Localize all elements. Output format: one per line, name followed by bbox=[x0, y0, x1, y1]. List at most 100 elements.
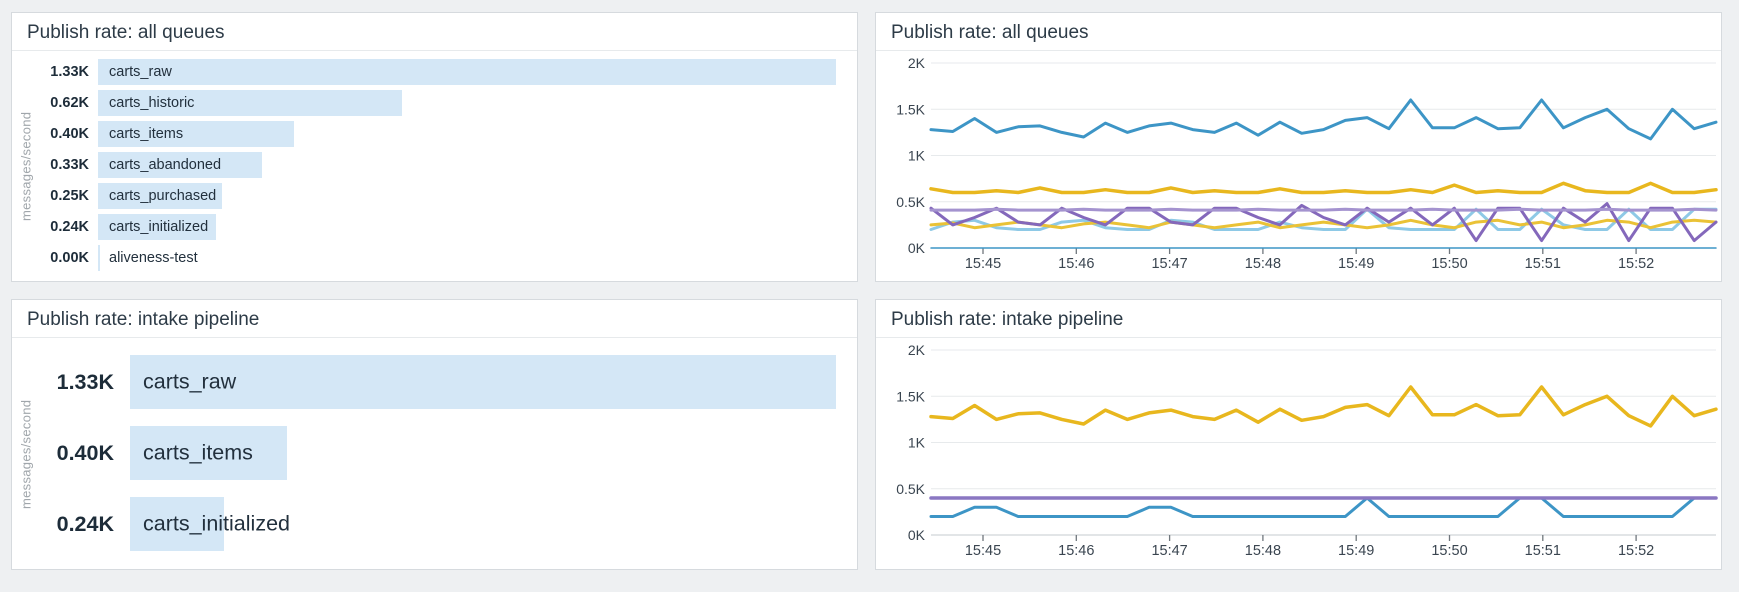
bar-track: carts_items bbox=[98, 121, 836, 147]
bar bbox=[98, 90, 403, 116]
bar-label: carts_items bbox=[109, 126, 184, 142]
bar-chart-all-queues: messages/second 1.33K carts_raw 0.62K carts… bbox=[12, 52, 857, 281]
bar bbox=[130, 497, 224, 551]
x-axis-tick-label: 15:45 bbox=[965, 256, 1001, 272]
timeseries-chart[interactable]: 0K 0.5K 1K 1.5K 2K 15:45 15:46 15:47 15:48 15:49 1… bbox=[876, 339, 1723, 571]
y-axis-tick-label: 1K bbox=[908, 435, 926, 451]
series-line-carts_items bbox=[929, 207, 1718, 212]
bar-value: 0.00K bbox=[50, 250, 89, 266]
series-line-carts_raw bbox=[929, 385, 1718, 428]
bar-track: carts_purchased bbox=[98, 183, 836, 209]
bar-row: 1.33K carts_raw bbox=[40, 355, 836, 409]
x-axis-tick-label: 15:49 bbox=[1338, 543, 1374, 559]
timeseries-chart[interactable]: 0K 0.5K 1K 1.5K 2K 15:45 15:46 15:47 15:48 15:49 1… bbox=[876, 52, 1723, 284]
bar-track: aliveness-test bbox=[98, 245, 836, 271]
bar-track: carts_historic bbox=[98, 90, 836, 116]
x-axis-tick-label: 15:48 bbox=[1245, 543, 1281, 559]
bar-value: 0.24K bbox=[50, 219, 89, 235]
panel-bar-all-queues: Publish rate: all queues messages/second… bbox=[11, 12, 858, 282]
x-axis-tick-label: 15:52 bbox=[1618, 543, 1654, 559]
bar-track: carts_initialized bbox=[98, 214, 836, 240]
series-line-carts_raw bbox=[929, 98, 1718, 141]
bar-track: carts_abandoned bbox=[98, 152, 836, 178]
bar-value: 0.25K bbox=[50, 188, 89, 204]
x-axis-tick-label: 15:45 bbox=[965, 543, 1001, 559]
bar-label: carts_historic bbox=[109, 95, 195, 111]
bar-value: 0.24K bbox=[56, 511, 114, 536]
panel-timeseries-intake-pipeline: Publish rate: intake pipeline 0K 0.5K 1K 1.… bbox=[875, 299, 1722, 570]
x-axis-tick-label: 15:50 bbox=[1431, 256, 1467, 272]
bar bbox=[98, 59, 836, 85]
x-axis-tick-label: 15:46 bbox=[1058, 256, 1094, 272]
x-axis-tick-label: 15:49 bbox=[1338, 256, 1374, 272]
bar bbox=[130, 355, 836, 409]
bar-row: 0.24K carts_initialized bbox=[40, 214, 836, 240]
panel-title[interactable]: Publish rate: intake pipeline bbox=[12, 300, 857, 338]
y-axis-tick-label: 0.5K bbox=[896, 481, 925, 497]
bar-track: carts_raw bbox=[98, 59, 836, 85]
bar-label: carts_items bbox=[143, 440, 253, 465]
bar-value: 0.62K bbox=[50, 95, 89, 111]
x-axis-tick-label: 15:50 bbox=[1431, 543, 1467, 559]
y-axis-tick-label: 1K bbox=[908, 148, 926, 164]
bar bbox=[98, 214, 217, 240]
y-axis-tick-label: 0K bbox=[908, 527, 926, 543]
bar-label: carts_raw bbox=[109, 64, 172, 80]
bar-track: carts_raw bbox=[130, 355, 836, 409]
bar bbox=[98, 183, 222, 209]
y-axis-tick-label: 0.5K bbox=[896, 194, 925, 210]
bar-track: carts_initialized bbox=[130, 497, 836, 551]
bar-value: 1.33K bbox=[50, 64, 89, 80]
bar-label: aliveness-test bbox=[109, 250, 198, 266]
series-line-carts_abandoned bbox=[929, 202, 1718, 243]
panel-bar-intake-pipeline: Publish rate: intake pipeline messages/s… bbox=[11, 299, 858, 570]
x-axis-tick-label: 15:52 bbox=[1618, 256, 1654, 272]
series-line-carts_initialized bbox=[929, 496, 1718, 518]
bar-row: 0.00K aliveness-test bbox=[40, 245, 836, 271]
series-line-carts_purchased bbox=[929, 207, 1718, 231]
panel-timeseries-all-queues: Publish rate: all queues 0K 0.5K 1K 1.5K 2K 1… bbox=[875, 12, 1722, 282]
bar-row: 0.40K carts_items bbox=[40, 426, 836, 480]
bar-chart-intake-pipeline: messages/second 1.33K carts_raw 0.40K carts… bbox=[12, 339, 857, 569]
x-axis-tick-label: 15:46 bbox=[1058, 543, 1094, 559]
series-line-carts_historic bbox=[929, 181, 1718, 195]
bar-label: carts_initialized bbox=[143, 511, 290, 536]
y-axis-unit-label: messages/second bbox=[18, 399, 34, 509]
bar-list: 1.33K carts_raw 0.40K carts_items 0.24K carts… bbox=[12, 339, 857, 569]
bar-value: 1.33K bbox=[56, 369, 114, 394]
bar-row: 0.40K carts_items bbox=[40, 121, 836, 147]
x-axis-tick-label: 15:48 bbox=[1245, 256, 1281, 272]
bar-row: 0.24K carts_initialized bbox=[40, 497, 836, 551]
series-line-carts_initialized bbox=[929, 218, 1718, 230]
x-axis-tick-label: 15:51 bbox=[1525, 256, 1561, 272]
bar bbox=[98, 245, 101, 271]
bar-row: 0.62K carts_historic bbox=[40, 90, 836, 116]
y-axis-tick-label: 1.5K bbox=[896, 388, 925, 404]
y-axis-tick-label: 2K bbox=[908, 55, 926, 71]
panel-title[interactable]: Publish rate: all queues bbox=[12, 13, 857, 51]
panel-title[interactable]: Publish rate: all queues bbox=[876, 13, 1721, 51]
bar-value: 0.33K bbox=[50, 157, 89, 173]
bar bbox=[98, 152, 262, 178]
bar-label: carts_abandoned bbox=[109, 157, 222, 173]
bar-track: carts_items bbox=[130, 426, 836, 480]
bar-label: carts_initialized bbox=[109, 219, 209, 235]
bar-label: carts_raw bbox=[143, 369, 237, 394]
x-axis-tick-label: 15:51 bbox=[1525, 543, 1561, 559]
bar-row: 0.25K carts_purchased bbox=[40, 183, 836, 209]
y-axis-tick-label: 2K bbox=[908, 342, 926, 358]
bar-value: 0.40K bbox=[50, 126, 89, 142]
bar bbox=[130, 426, 287, 480]
bar bbox=[98, 121, 295, 147]
x-axis-tick-label: 15:47 bbox=[1151, 256, 1187, 272]
bar-value: 0.40K bbox=[56, 440, 114, 465]
x-axis-tick-label: 15:47 bbox=[1151, 543, 1187, 559]
y-axis-tick-label: 0K bbox=[908, 240, 926, 256]
y-axis-unit-label: messages/second bbox=[18, 111, 34, 222]
bar-row: 1.33K carts_raw bbox=[40, 59, 836, 85]
y-axis-tick-label: 1.5K bbox=[896, 101, 925, 117]
panel-title[interactable]: Publish rate: intake pipeline bbox=[876, 300, 1721, 338]
bar-list: 1.33K carts_raw 0.62K carts_historic 0.40K ca… bbox=[12, 52, 857, 281]
bar-row: 0.33K carts_abandoned bbox=[40, 152, 836, 178]
